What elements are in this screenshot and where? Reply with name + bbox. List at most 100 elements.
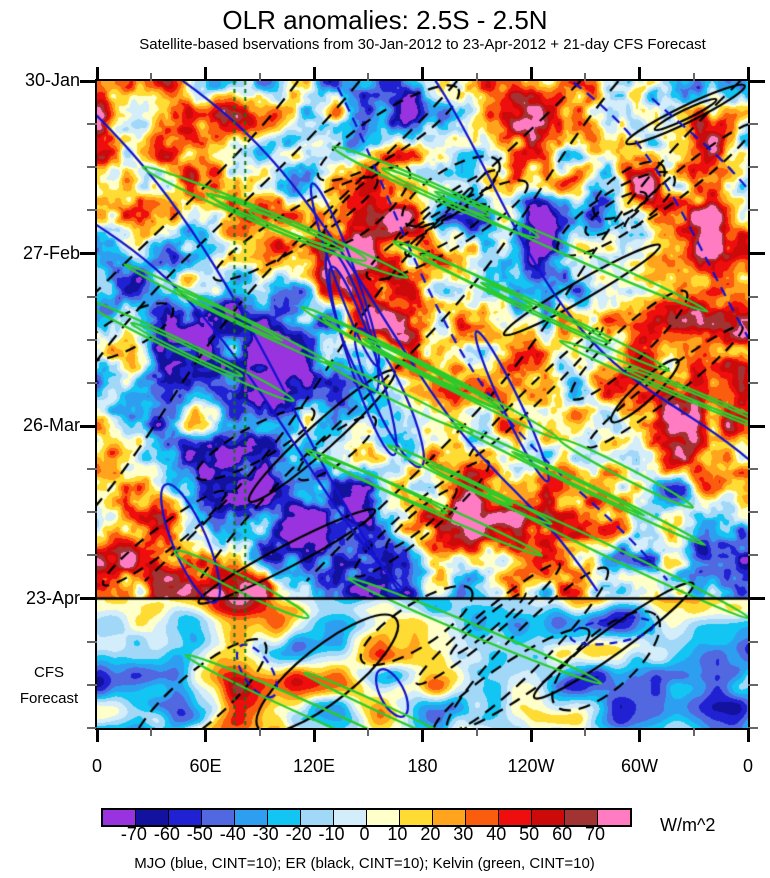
y-minor-tick [748,727,758,729]
colorbar-boundary-label: 50 [519,824,540,844]
colorbar-boundary-label: -50 [186,824,213,844]
chart-title: OLR anomalies: 2.5S - 2.5N [222,5,548,35]
colorbar-segment [564,810,597,825]
y-minor-tick [748,166,758,169]
x-major-tick [312,67,316,81]
y-major-tick [748,79,765,83]
y-minor-tick [87,640,97,643]
colorbar-segment [399,810,432,825]
colorbar-boundary-label: 0 [359,824,370,844]
y-minor-tick [87,511,97,514]
x-major-tick [204,728,207,742]
colorbar-boundary-label: 20 [420,824,441,844]
x-minor-tick [258,73,261,81]
colorbar-segment [103,810,135,825]
colorbar-units: W/m^2 [660,815,716,835]
x-minor-tick [475,73,478,81]
y-major-tick [80,597,97,601]
y-minor-tick [87,123,97,126]
colorbar-segment [597,810,630,825]
x-minor-tick [692,73,695,81]
x-minor-tick [150,73,153,81]
x-minor-tick [150,728,153,736]
colorbar-boundary-label: -40 [219,824,246,844]
y-minor-tick [748,554,758,557]
x-major-tick [529,728,533,742]
x-minor-tick [475,728,478,736]
colorbar-boundary-label: 30 [453,824,474,844]
y-minor-tick [87,468,97,471]
y-minor-tick [748,640,758,643]
colorbar-segment [168,810,201,825]
colorbar-segment [465,810,498,825]
y-minor-tick [87,338,97,341]
x-major-tick [312,728,316,742]
x-axis-label: 0 [742,756,753,776]
y-major-tick [748,597,765,601]
colorbar-boundary-label: 40 [486,824,507,844]
x-major-tick [95,67,99,81]
y-axis-label: 26-Mar [22,415,80,436]
forecast-label-line2: Forecast [19,690,79,707]
x-axis-label: 60W [620,756,658,776]
colorbar-boundary-label: -10 [318,824,345,844]
colorbar-segment [201,810,234,825]
y-major-tick [80,79,97,83]
y-major-tick [80,252,97,256]
chart-subtitle: Satellite-based bservations from 30-Jan-… [139,36,706,53]
forecast-label-line1: CFS [34,664,64,681]
y-minor-tick [87,727,97,729]
x-minor-tick [367,73,370,81]
y-minor-tick [87,683,97,686]
x-major-tick [204,67,207,81]
colorbar-boundary-label: 10 [387,824,408,844]
y-minor-tick [87,554,97,557]
x-major-tick [95,728,99,742]
x-axis-label: 120E [292,756,336,776]
y-major-tick [748,424,765,428]
x-axis-label: 0 [91,756,102,776]
y-axis-label: 23-Apr [25,587,80,608]
y-minor-tick [87,381,97,384]
colorbar-segment [531,810,564,825]
x-major-tick [421,67,424,81]
x-major-tick [638,728,641,742]
y-major-tick [80,424,97,428]
colorbar-segment [498,810,531,825]
y-minor-tick [748,381,758,384]
plot-area [95,79,750,730]
colorbar-boundary-label: -30 [252,824,279,844]
x-minor-tick [584,73,587,81]
x-major-tick [638,67,641,81]
wave-legend-caption: MJO (blue, CINT=10); ER (black, CINT=10)… [134,855,595,872]
colorbar-segment [432,810,465,825]
colorbar-segment [366,810,399,825]
y-minor-tick [748,338,758,341]
y-minor-tick [748,295,758,298]
x-major-tick [746,67,750,81]
y-major-tick [748,252,765,256]
y-minor-tick [748,683,758,686]
y-minor-tick [87,209,97,212]
colorbar-segment [135,810,168,825]
y-minor-tick [87,295,97,298]
x-major-tick [421,728,424,742]
colorbar-boundary-label: 70 [585,824,606,844]
hovmoller-canvas [97,81,748,728]
x-minor-tick [692,728,695,736]
y-minor-tick [748,123,758,126]
x-axis-label: 120W [507,756,555,776]
colorbar-boundary-label: 60 [552,824,573,844]
x-minor-tick [258,728,261,736]
y-minor-tick [748,209,758,212]
x-axis-label: 180 [407,756,438,776]
x-major-tick [529,67,533,81]
y-minor-tick [748,468,758,471]
colorbar-segment [333,810,366,825]
x-minor-tick [584,728,587,736]
colorbar-boundary-label: -20 [285,824,312,844]
colorbar-segment [267,810,300,825]
x-minor-tick [367,728,370,736]
y-minor-tick [87,166,97,169]
